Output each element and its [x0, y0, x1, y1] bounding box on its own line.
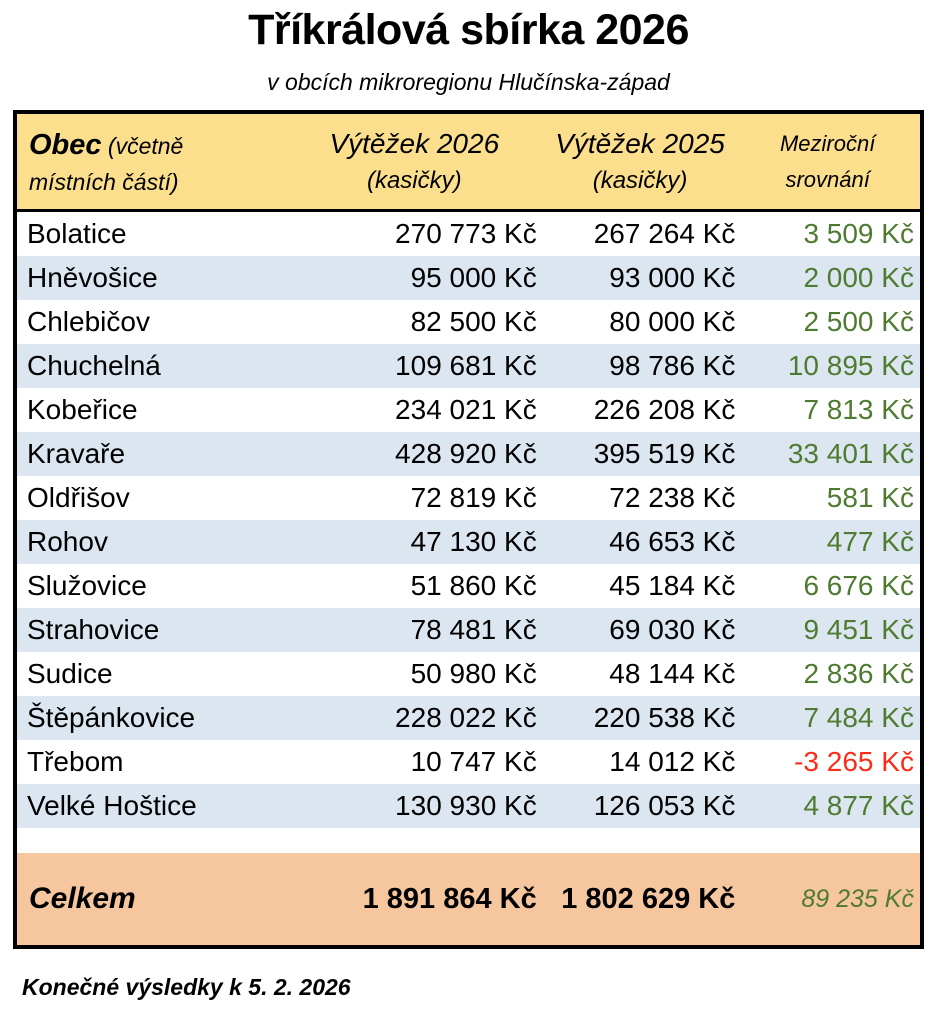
value-diff: 581 Kč	[826, 482, 914, 513]
value-2025: 48 144 Kč	[609, 658, 736, 689]
obec-name: Bolatice	[27, 218, 127, 249]
value-diff: -3 265 Kč	[794, 746, 914, 777]
table-row: Velké Hoštice 130 930 Kč 126 053 Kč 4 87…	[17, 784, 920, 828]
value-diff: 10 895 Kč	[787, 350, 914, 381]
value-diff: 477 Kč	[826, 526, 914, 557]
value-2025: 395 519 Kč	[593, 438, 736, 469]
value-diff: 2 500 Kč	[803, 306, 914, 337]
value-2026: 234 021 Kč	[395, 394, 537, 425]
table-row: Chlebičov 82 500 Kč 80 000 Kč 2 500 Kč	[17, 300, 920, 344]
header-vytezek-2025: Výtěžek 2025 (kasičky)	[541, 124, 740, 199]
footer-note: Konečné výsledky k 5. 2. 2026	[22, 974, 351, 1000]
value-2025: 126 053 Kč	[593, 790, 736, 821]
value-2025: 69 030 Kč	[609, 614, 736, 645]
header-mezirocni-line2: srovnání	[785, 166, 870, 192]
table-row: Bolatice 270 773 Kč 267 264 Kč 3 509 Kč	[17, 212, 920, 256]
value-diff: 4 877 Kč	[803, 790, 914, 821]
page: Tříkrálová sbírka 2026 v obcích mikroreg…	[0, 6, 937, 1030]
value-2026: 82 500 Kč	[410, 306, 537, 337]
header-mezirocni-srovnani: Meziroční srovnání	[739, 126, 920, 196]
table-row: Služovice 51 860 Kč 45 184 Kč 6 676 Kč	[17, 564, 920, 608]
value-2025: 226 208 Kč	[593, 394, 736, 425]
value-2025: 72 238 Kč	[609, 482, 736, 513]
value-2026: 51 860 Kč	[410, 570, 537, 601]
header-obec-label: Obec	[29, 128, 102, 161]
value-2025: 80 000 Kč	[609, 306, 736, 337]
value-2026: 78 481 Kč	[410, 614, 537, 645]
total-2025: 1 802 629 Kč	[561, 882, 736, 915]
spacer-row	[17, 828, 920, 853]
table-header-row: Obec (včetně místních částí) Výtěžek 202…	[17, 114, 920, 212]
value-2026: 50 980 Kč	[410, 658, 537, 689]
value-2026: 428 920 Kč	[395, 438, 537, 469]
value-2025: 14 012 Kč	[609, 746, 736, 777]
table-row: Strahovice 78 481 Kč 69 030 Kč 9 451 Kč	[17, 608, 920, 652]
value-2026: 95 000 Kč	[410, 262, 537, 293]
obec-name: Strahovice	[27, 614, 160, 645]
header-vytezek-2026-line1: Výtěžek 2026	[329, 127, 500, 159]
obec-name: Velké Hoštice	[27, 790, 197, 821]
obec-name: Štěpánkovice	[27, 702, 196, 733]
obec-name: Chlebičov	[27, 306, 150, 337]
table-row: Hněvošice 95 000 Kč 93 000 Kč 2 000 Kč	[17, 256, 920, 300]
header-obec: Obec (včetně místních částí)	[17, 124, 288, 199]
header-mezirocni-line1: Meziroční	[779, 131, 876, 157]
value-2025: 98 786 Kč	[609, 350, 736, 381]
value-diff: 7 484 Kč	[803, 702, 914, 733]
obec-name: Kravaře	[27, 438, 126, 469]
total-2026: 1 891 864 Kč	[362, 882, 537, 915]
page-title: Tříkrálová sbírka 2026	[248, 6, 689, 54]
table-row: Kravaře 428 920 Kč 395 519 Kč 33 401 Kč	[17, 432, 920, 476]
value-diff: 3 509 Kč	[803, 218, 914, 249]
value-2026: 47 130 Kč	[410, 526, 537, 557]
header-vytezek-2025-line1: Výtěžek 2025	[555, 127, 725, 159]
value-diff: 7 813 Kč	[803, 394, 914, 425]
value-2026: 72 819 Kč	[410, 482, 537, 513]
total-row: Celkem 1 891 864 Kč 1 802 629 Kč 89 235 …	[17, 853, 920, 945]
obec-name: Kobeřice	[27, 394, 138, 425]
value-2026: 10 747 Kč	[410, 746, 537, 777]
table-row: Štěpánkovice 228 022 Kč 220 538 Kč 7 484…	[17, 696, 920, 740]
value-diff: 9 451 Kč	[803, 614, 914, 645]
value-diff: 2 836 Kč	[803, 658, 914, 689]
header-obec-note-2: místních částí)	[29, 168, 179, 195]
total-label: Celkem	[29, 882, 136, 915]
obec-name: Chuchelná	[27, 350, 161, 381]
value-diff: 2 000 Kč	[803, 262, 914, 293]
value-2026: 270 773 Kč	[395, 218, 537, 249]
value-2025: 267 264 Kč	[593, 218, 736, 249]
table-row: Chuchelná 109 681 Kč 98 786 Kč 10 895 Kč	[17, 344, 920, 388]
header-obec-note-1: (včetně	[107, 132, 184, 159]
value-2025: 46 653 Kč	[609, 526, 736, 557]
value-diff: 33 401 Kč	[787, 438, 914, 469]
table-row: Kobeřice 234 021 Kč 226 208 Kč 7 813 Kč	[17, 388, 920, 432]
total-diff: 89 235 Kč	[801, 884, 914, 913]
results-table: Obec (včetně místních částí) Výtěžek 202…	[13, 110, 924, 949]
header-vytezek-2025-line2: (kasičky)	[592, 167, 688, 195]
header-vytezek-2026-line2: (kasičky)	[366, 167, 462, 195]
obec-name: Třebom	[27, 746, 124, 777]
obec-name: Hněvošice	[27, 262, 158, 293]
value-2025: 45 184 Kč	[609, 570, 736, 601]
page-subtitle: v obcích mikroregionu Hlučínska-západ	[267, 69, 670, 95]
value-2025: 220 538 Kč	[593, 702, 736, 733]
value-diff: 6 676 Kč	[803, 570, 914, 601]
table-row: Sudice 50 980 Kč 48 144 Kč 2 836 Kč	[17, 652, 920, 696]
header-vytezek-2026: Výtěžek 2026 (kasičky)	[288, 124, 541, 199]
obec-name: Rohov	[27, 526, 108, 557]
obec-name: Služovice	[27, 570, 147, 601]
table-row: Rohov 47 130 Kč 46 653 Kč 477 Kč	[17, 520, 920, 564]
value-2026: 228 022 Kč	[395, 702, 537, 733]
obec-name: Oldřišov	[27, 482, 130, 513]
obec-name: Sudice	[27, 658, 113, 689]
value-2026: 109 681 Kč	[395, 350, 537, 381]
value-2026: 130 930 Kč	[395, 790, 537, 821]
value-2025: 93 000 Kč	[609, 262, 736, 293]
table-row: Oldřišov 72 819 Kč 72 238 Kč 581 Kč	[17, 476, 920, 520]
table-row: Třebom 10 747 Kč 14 012 Kč -3 265 Kč	[17, 740, 920, 784]
